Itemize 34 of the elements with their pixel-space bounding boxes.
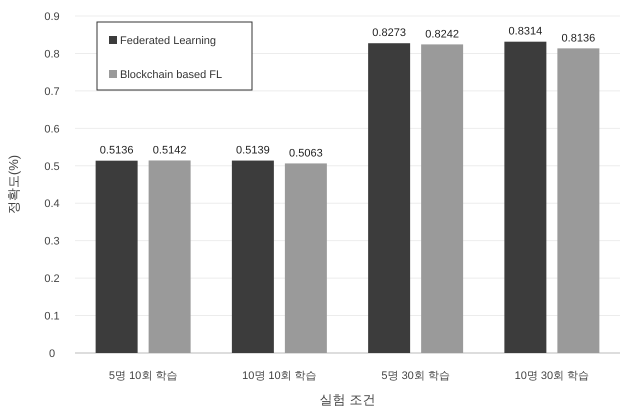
bar: [368, 43, 410, 353]
y-tick-label: 0.6: [44, 123, 60, 136]
legend-label: Blockchain based FL: [120, 69, 222, 81]
bar: [421, 44, 464, 353]
data-label: 0.5142: [152, 144, 186, 156]
y-tick-label: 0.7: [44, 86, 60, 98]
y-tick-label: 0.1: [44, 310, 60, 323]
x-axis-title: 실험 조건: [320, 392, 376, 407]
x-tick-label: 10명 10회 학습: [242, 370, 317, 382]
y-tick-label: 0.9: [44, 11, 60, 23]
y-tick-label: 0.2: [44, 273, 60, 286]
bar: [148, 160, 191, 353]
bar: [557, 48, 600, 353]
bar: [96, 160, 138, 353]
data-label: 0.5139: [236, 144, 270, 157]
y-tick-label: 0: [48, 348, 56, 360]
y-axis-title: 정확도(%): [6, 154, 21, 214]
data-label: 0.8273: [372, 27, 406, 40]
data-label: 0.8136: [562, 32, 596, 44]
y-tick-label: 0.3: [44, 236, 60, 248]
x-tick-label: 10명 30회 학습: [514, 370, 590, 382]
legend-label: Federated Learning: [120, 35, 216, 47]
y-tick-label: 0.5: [44, 160, 60, 173]
y-tick-label: 0.4: [44, 198, 60, 210]
bar: [284, 163, 327, 353]
data-label: 0.5063: [289, 147, 323, 160]
bar: [504, 42, 546, 353]
data-label: 0.8314: [508, 26, 542, 38]
bar: [232, 160, 274, 353]
y-tick-label: 0.8: [44, 48, 60, 60]
data-label: 0.5136: [100, 144, 134, 157]
x-tick-label: 5명 30회 학습: [381, 370, 450, 382]
data-label: 0.8242: [425, 28, 459, 40]
x-tick-label: 5명 10회 학습: [108, 370, 178, 382]
